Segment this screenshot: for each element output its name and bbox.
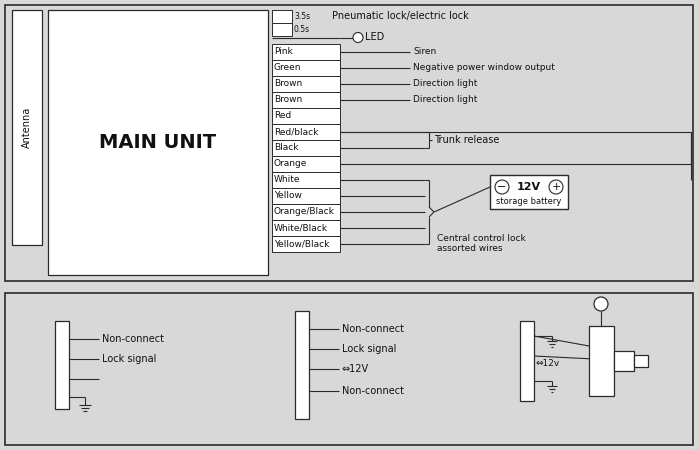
Bar — [272, 156, 340, 172]
Text: Non-connect: Non-connect — [342, 324, 404, 334]
Text: Black: Black — [274, 144, 298, 153]
Text: Antenna: Antenna — [22, 107, 32, 148]
Text: Central control lock
assorted wires: Central control lock assorted wires — [437, 234, 526, 253]
Bar — [272, 23, 292, 36]
Bar — [614, 351, 634, 371]
Bar — [272, 124, 340, 140]
Bar — [272, 76, 340, 92]
Text: Direction light: Direction light — [413, 95, 477, 104]
Bar — [272, 188, 340, 204]
Text: ⇔12v: ⇔12v — [536, 360, 561, 369]
Text: −: − — [497, 182, 507, 192]
Text: Red/black: Red/black — [274, 127, 318, 136]
Text: Trunk release: Trunk release — [434, 135, 499, 145]
Text: 12V: 12V — [517, 182, 541, 192]
Text: White: White — [274, 176, 301, 184]
Text: ⇔12V: ⇔12V — [342, 364, 369, 374]
Bar — [272, 44, 340, 60]
Circle shape — [549, 180, 563, 194]
Bar — [272, 10, 292, 23]
Bar — [272, 204, 340, 220]
Bar — [272, 60, 340, 76]
Bar — [5, 5, 693, 281]
Text: Pneumatic lock/electric lock: Pneumatic lock/electric lock — [332, 12, 469, 22]
Text: +: + — [552, 182, 561, 192]
Bar — [589, 326, 614, 396]
Circle shape — [495, 180, 509, 194]
Bar — [634, 355, 648, 367]
Bar — [12, 10, 42, 245]
Bar — [5, 293, 693, 445]
Bar — [55, 321, 69, 409]
Text: Green: Green — [274, 63, 301, 72]
Text: Non-connect: Non-connect — [342, 386, 404, 396]
Text: Pink: Pink — [274, 48, 293, 57]
Text: Lock signal: Lock signal — [342, 344, 396, 354]
Text: Brown: Brown — [274, 95, 302, 104]
Text: Lock signal: Lock signal — [102, 354, 157, 364]
Text: Orange: Orange — [274, 159, 308, 168]
Bar — [272, 140, 340, 156]
Bar — [48, 10, 268, 275]
Bar — [272, 172, 340, 188]
Text: MAIN UNIT: MAIN UNIT — [99, 133, 217, 152]
Text: Yellow: Yellow — [274, 192, 302, 201]
Bar — [272, 108, 340, 124]
Text: LED: LED — [365, 32, 384, 42]
Bar — [295, 311, 309, 419]
Text: storage battery: storage battery — [496, 197, 562, 206]
Circle shape — [594, 297, 608, 311]
Bar — [520, 321, 534, 401]
Bar — [272, 220, 340, 236]
Text: 0.5s: 0.5s — [294, 25, 310, 34]
Text: Siren: Siren — [413, 48, 436, 57]
Bar — [490, 175, 568, 209]
Bar — [272, 92, 340, 108]
Text: Brown: Brown — [274, 80, 302, 89]
Text: Orange/Black: Orange/Black — [274, 207, 335, 216]
Text: White/Black: White/Black — [274, 224, 328, 233]
Text: Non-connect: Non-connect — [102, 334, 164, 344]
Text: 3.5s: 3.5s — [294, 12, 310, 21]
Text: Direction light: Direction light — [413, 80, 477, 89]
Text: Yellow/Black: Yellow/Black — [274, 239, 329, 248]
Bar — [272, 236, 340, 252]
Circle shape — [353, 32, 363, 42]
Text: Red: Red — [274, 112, 291, 121]
Text: Negative power window output: Negative power window output — [413, 63, 555, 72]
